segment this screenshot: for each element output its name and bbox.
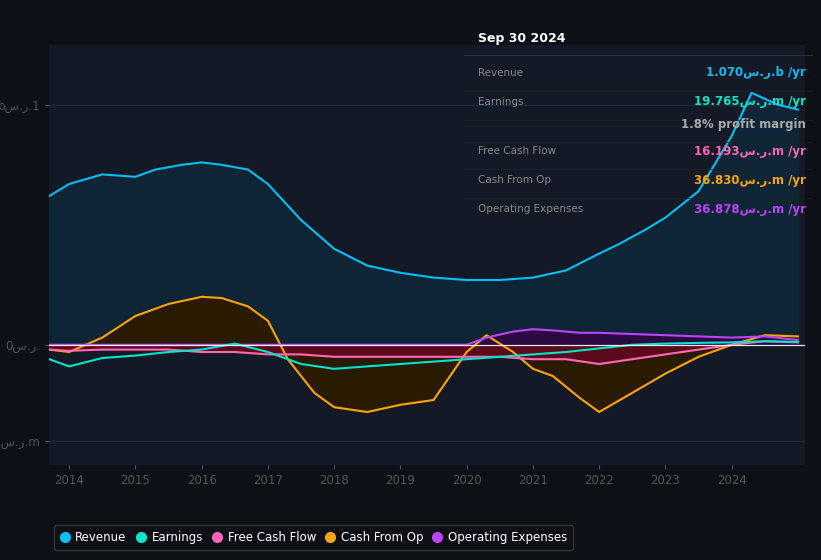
Text: Cash From Op: Cash From Op — [478, 175, 551, 185]
Text: Free Cash Flow: Free Cash Flow — [478, 146, 556, 156]
Text: Operating Expenses: Operating Expenses — [478, 204, 583, 214]
Text: 36.830س.ر.m /yr: 36.830س.ر.m /yr — [694, 174, 805, 187]
Text: 16.193س.ر.m /yr: 16.193س.ر.m /yr — [694, 144, 805, 158]
Text: Sep 30 2024: Sep 30 2024 — [478, 32, 566, 45]
Legend: Revenue, Earnings, Free Cash Flow, Cash From Op, Operating Expenses: Revenue, Earnings, Free Cash Flow, Cash … — [54, 525, 573, 550]
Text: Revenue: Revenue — [478, 68, 523, 78]
Text: 36.878س.ر.m /yr: 36.878س.ر.m /yr — [694, 203, 805, 216]
Text: Earnings: Earnings — [478, 97, 523, 107]
Text: 19.765س.ر.m /yr: 19.765س.ر.m /yr — [694, 95, 805, 109]
Text: 1.8% profit margin: 1.8% profit margin — [681, 118, 805, 131]
Text: 1.070س.ر.b /yr: 1.070س.ر.b /yr — [706, 66, 805, 80]
